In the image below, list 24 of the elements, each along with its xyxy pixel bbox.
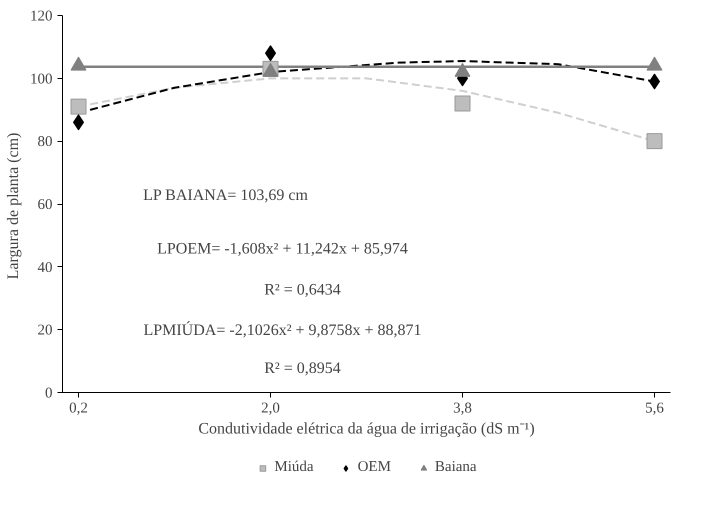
annotation: LPOEM= -1,608x² + 11,242x + 85,974: [157, 240, 408, 258]
x-axis-title: Condutividade elétrica da água de irrigação (dS m⁻¹): [198, 420, 535, 438]
x-tick-label: 3,8: [453, 400, 472, 416]
y-tick-label: 0: [45, 386, 52, 402]
y-tick-label: 100: [30, 71, 52, 88]
y-tick-label: 120: [30, 8, 52, 24]
point: [646, 133, 662, 150]
x-tick-label: 0,2: [69, 400, 88, 416]
legend-label: Miúda: [274, 459, 314, 476]
y-tick-label: 80: [38, 134, 52, 150]
point: [70, 98, 86, 115]
annotation: R² = 0,6434: [264, 281, 341, 298]
legend-label: Baiana: [434, 459, 477, 476]
y-tick-label: 40: [38, 260, 52, 276]
annotation: R² = 0,8954: [264, 360, 341, 377]
y-axis-title: Largura de planta (cm): [5, 132, 22, 280]
annotation: LPMIÚDA= -2,1026x² + 9,8758x + 88,871: [143, 321, 422, 340]
annotation: LP BAIANA= 103,69 cm: [143, 187, 309, 204]
x-tick-label: 5,6: [645, 400, 664, 416]
x-tick-label: 2,0: [261, 400, 280, 416]
point: [454, 95, 470, 112]
y-tick-label: 20: [38, 322, 52, 339]
legend-label: OEM: [358, 459, 391, 476]
y-tick-label: 60: [38, 197, 52, 213]
